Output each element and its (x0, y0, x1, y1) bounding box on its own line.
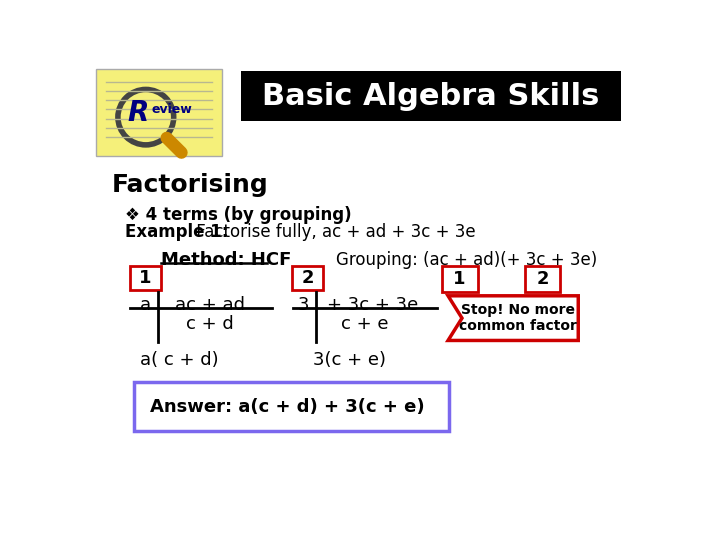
Text: Grouping: (ac + ad)(+ 3c + 3e): Grouping: (ac + ad)(+ 3c + 3e) (336, 251, 598, 269)
Text: c + e: c + e (341, 315, 389, 333)
FancyBboxPatch shape (96, 70, 222, 156)
FancyBboxPatch shape (134, 382, 449, 431)
FancyBboxPatch shape (525, 266, 560, 292)
Text: 2: 2 (302, 269, 314, 287)
FancyBboxPatch shape (241, 71, 621, 121)
Text: ❖ 4 terms (by grouping): ❖ 4 terms (by grouping) (125, 206, 351, 224)
Text: 2: 2 (536, 270, 549, 288)
Text: a( c + d): a( c + d) (140, 351, 218, 369)
Text: Stop! No more
common factor: Stop! No more common factor (459, 303, 577, 333)
Text: Basic Algebra Skills: Basic Algebra Skills (262, 82, 600, 111)
Text: Factorising: Factorising (112, 173, 269, 197)
FancyBboxPatch shape (130, 266, 161, 291)
Text: Example 1:: Example 1: (125, 222, 228, 241)
Text: c + d: c + d (186, 315, 234, 333)
Text: + 3c + 3e: + 3c + 3e (328, 296, 418, 314)
FancyBboxPatch shape (442, 266, 477, 292)
Text: 1: 1 (139, 269, 151, 287)
Text: R: R (127, 98, 149, 126)
Polygon shape (448, 296, 578, 340)
Text: ac + ad: ac + ad (175, 296, 245, 314)
FancyBboxPatch shape (292, 266, 323, 291)
Text: eview: eview (152, 103, 193, 116)
Text: 3(c + e): 3(c + e) (313, 351, 386, 369)
Text: 3: 3 (298, 296, 310, 314)
Text: 1: 1 (454, 270, 466, 288)
Text: Factorise fully, ac + ad + 3c + 3e: Factorise fully, ac + ad + 3c + 3e (191, 222, 475, 241)
Text: Answer: a(c + d) + 3(c + e): Answer: a(c + d) + 3(c + e) (150, 397, 425, 416)
Text: Method: HCF: Method: HCF (161, 251, 292, 269)
Text: a: a (140, 296, 151, 314)
